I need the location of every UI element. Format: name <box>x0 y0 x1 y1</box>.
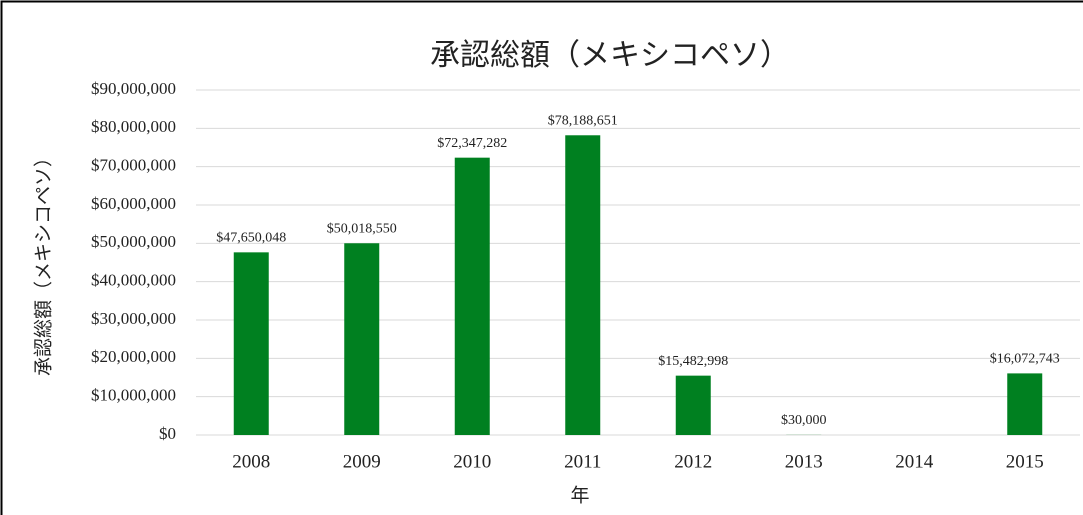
y-tick-label: $50,000,000 <box>91 232 176 251</box>
bar <box>233 252 269 435</box>
bar <box>454 157 490 435</box>
x-tick-label: 2015 <box>1006 451 1044 472</box>
data-label: $15,482,998 <box>658 354 728 369</box>
y-tick-label: $20,000,000 <box>91 347 176 366</box>
y-tick-label: $90,000,000 <box>91 79 176 98</box>
data-label: $50,018,550 <box>327 221 397 236</box>
y-axis-title: 承認総額（メキシコペソ） <box>32 148 54 376</box>
y-tick-label: $80,000,000 <box>91 117 176 136</box>
y-tick-label: $60,000,000 <box>91 194 176 213</box>
x-tick-label: 2013 <box>785 451 823 472</box>
chart-title: 承認総額（メキシコペソ） <box>430 39 790 72</box>
x-tick-label: 2012 <box>674 451 712 472</box>
x-tick-label: 2014 <box>895 451 934 472</box>
bar <box>344 243 380 435</box>
x-axis-title: 年 <box>570 484 589 506</box>
x-tick-label: 2009 <box>343 451 381 472</box>
data-label: $72,347,282 <box>437 136 507 151</box>
bar <box>675 375 711 435</box>
y-tick-label: $0 <box>159 424 176 443</box>
y-tick-label: $30,000,000 <box>91 309 176 328</box>
data-label: $30,000 <box>781 413 827 428</box>
x-tick-label: 2008 <box>232 451 270 472</box>
data-label: $47,650,048 <box>216 231 286 246</box>
y-tick-label: $40,000,000 <box>91 271 176 290</box>
data-label: $16,072,743 <box>990 352 1060 367</box>
bar <box>565 135 601 435</box>
bar <box>1007 373 1043 435</box>
x-tick-label: 2010 <box>453 451 491 472</box>
x-tick-label: 2011 <box>564 451 601 472</box>
y-tick-label: $10,000,000 <box>91 386 176 405</box>
data-label: $78,188,651 <box>548 113 618 128</box>
y-tick-label: $70,000,000 <box>91 156 176 175</box>
